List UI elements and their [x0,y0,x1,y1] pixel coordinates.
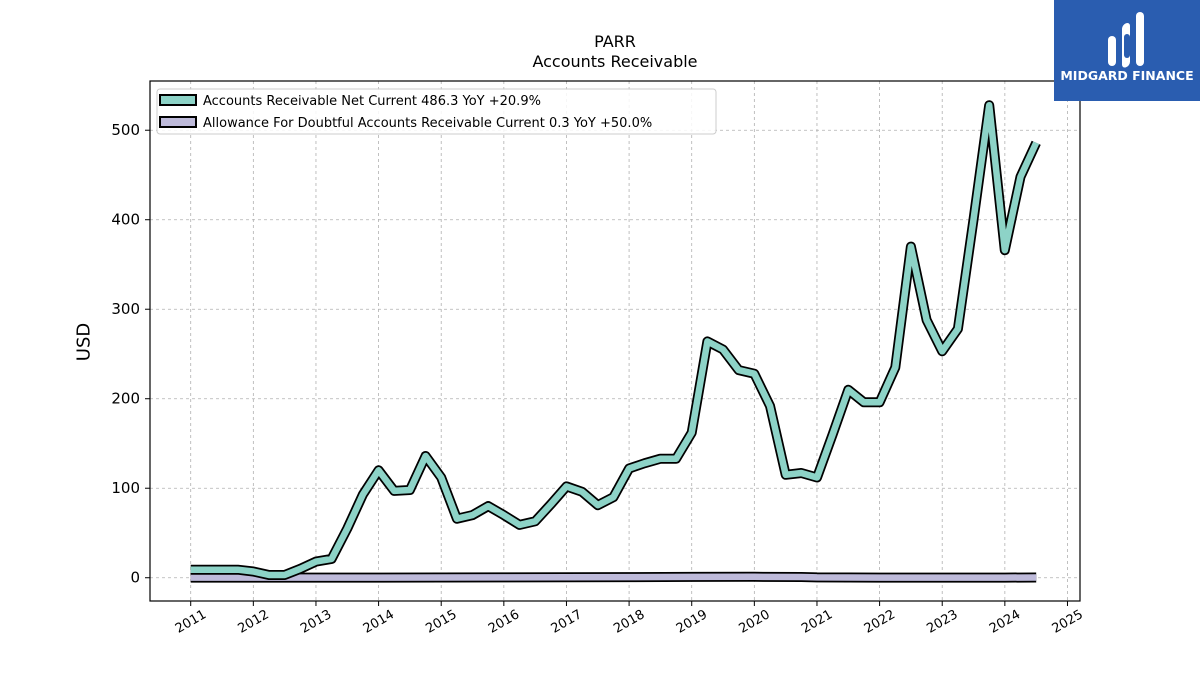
legend: Accounts Receivable Net Current 486.3 Yo… [156,88,717,135]
series-layer [190,100,1041,583]
plot-frame [149,80,1081,602]
series-line [190,101,1040,579]
y-tick-label: 100 [111,479,140,497]
x-tick-label: 2012 [236,607,272,637]
y-tick-label: 200 [111,390,140,408]
legend-label: Allowance For Doubtful Accounts Receivab… [203,116,652,131]
x-tick-label: 2021 [799,607,835,637]
x-tick-label: 2018 [611,607,647,637]
series-line [190,573,1037,581]
legend-swatch [159,94,197,106]
y-axis-label: USD [73,322,95,362]
x-tick-label: 2022 [862,607,898,637]
legend-label: Accounts Receivable Net Current 486.3 Yo… [203,94,541,109]
legend-swatch [159,116,197,128]
tick-layer: 2011 2012 2013 2014 2015 2016 2017 2018 2019 2020… [111,121,1085,637]
x-tick-label: 2013 [298,607,334,637]
brand-name: MIDGARD FINANCE [1060,68,1194,83]
y-tick-label: 0 [130,569,140,587]
chart-title: PARR [594,32,636,51]
x-tick-label: 2023 [924,607,960,637]
chart-subtitle: Accounts Receivable [532,52,698,71]
y-tick-label: 400 [111,211,140,229]
brand-logo: MIDGARD FINANCE [1054,0,1200,101]
y-tick-label: 500 [111,121,140,139]
x-tick-label: 2011 [173,607,209,637]
y-tick-label: 300 [111,300,140,318]
legend-item: Allowance For Doubtful Accounts Receivab… [159,116,652,131]
legend-box [156,88,717,135]
x-tick-label: 2024 [987,607,1023,637]
x-tick-label: 2015 [423,607,459,637]
series-0 [190,100,1041,580]
series-1 [190,571,1037,583]
series-line-outline [190,100,1041,580]
midgard-logo-icon [1108,12,1144,68]
x-tick-label: 2014 [361,607,397,637]
x-tick-label: 2017 [549,607,585,637]
x-tick-label: 2019 [674,607,710,637]
x-tick-label: 2020 [737,607,773,637]
x-tick-label: 2025 [1050,607,1086,637]
legend-item: Accounts Receivable Net Current 486.3 Yo… [159,94,541,109]
x-tick-label: 2016 [486,607,522,637]
